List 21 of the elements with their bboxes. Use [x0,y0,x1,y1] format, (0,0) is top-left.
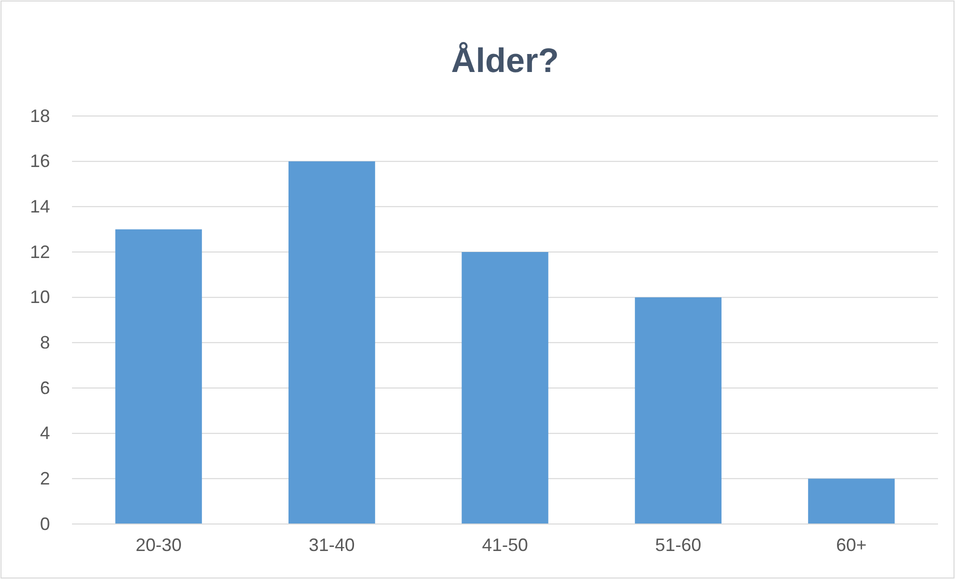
y-tick-label: 14 [30,196,50,216]
y-tick-label: 6 [40,378,50,398]
y-tick-label: 18 [30,106,50,126]
bar [808,478,895,524]
x-tick-label: 41-50 [482,534,528,555]
y-tick-label: 8 [40,332,50,352]
bar [115,229,202,524]
bar [288,161,376,524]
x-tick-label: 60+ [836,534,867,555]
y-tick-label: 2 [40,468,50,488]
y-tick-label: 10 [30,287,50,308]
chart-title: Ålder? [451,42,559,80]
x-tick-label: 20-30 [136,534,182,555]
x-tick-label: 31-40 [308,534,355,555]
x-tick-label: 51-60 [655,534,702,555]
y-tick-label: 0 [40,514,50,534]
y-tick-label: 4 [40,423,50,444]
y-tick-label: 12 [30,242,50,262]
bar [462,252,548,524]
y-tick-label: 16 [30,151,50,172]
bar [634,297,722,524]
